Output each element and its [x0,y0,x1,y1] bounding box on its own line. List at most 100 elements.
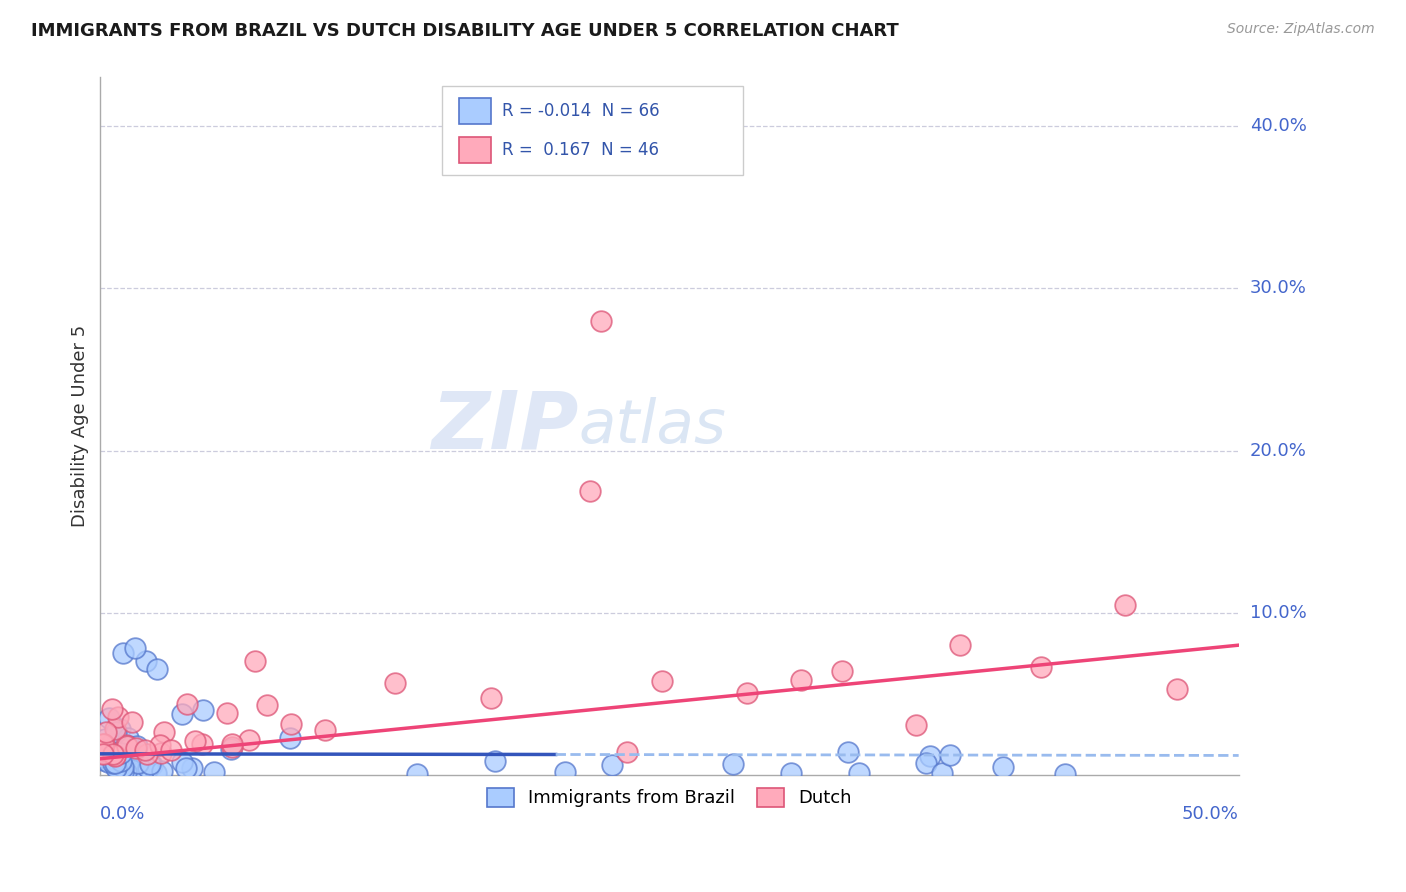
Point [104,747,127,762]
Point [184,734,207,748]
Point [104,749,127,764]
Point [479,691,502,706]
Point [779,766,801,780]
Point [245,654,267,668]
Point [174,761,197,775]
Point [616,745,638,759]
Bar [458,136,491,163]
Point [98,711,121,725]
Bar [458,97,491,124]
Point [579,484,602,499]
Text: Source: ZipAtlas.com: Source: ZipAtlas.com [1227,22,1375,37]
Point [105,744,128,758]
Point [278,731,301,745]
Point [160,743,183,757]
Point [112,646,135,660]
Text: 30.0%: 30.0% [1250,279,1306,297]
Point [991,760,1014,774]
Point [107,710,129,724]
Point [139,757,162,772]
Text: R = -0.014  N = 66: R = -0.014 N = 66 [502,102,659,120]
Point [554,764,576,779]
Point [191,703,214,717]
Point [100,754,122,768]
Point [128,766,150,780]
Point [104,722,127,736]
Point [134,743,156,757]
Point [238,732,260,747]
Point [1029,659,1052,673]
Point [108,722,131,736]
Point [905,718,928,732]
Point [105,725,128,739]
Point [101,745,124,759]
Point [180,761,202,775]
Point [94,725,117,739]
Point [93,737,115,751]
Point [115,739,138,753]
Point [90,750,112,764]
Point [104,761,127,775]
Point [918,749,941,764]
Point [91,743,114,757]
Point [837,745,859,759]
Point [125,741,148,756]
Point [125,739,148,753]
Point [115,757,138,772]
Point [172,756,194,770]
Point [190,737,212,751]
Point [1114,598,1136,612]
Point [384,675,406,690]
Point [91,737,114,751]
Point [146,663,169,677]
Point [1166,682,1188,697]
Point [105,760,128,774]
Point [111,760,134,774]
Text: R =  0.167  N = 46: R = 0.167 N = 46 [502,141,659,159]
Point [790,673,813,688]
Point [600,757,623,772]
Point [651,674,673,689]
Point [115,738,138,752]
Point [176,697,198,711]
Point [121,714,143,729]
Point [94,732,117,747]
Point [221,739,243,754]
Point [91,746,114,760]
Point [135,747,157,762]
Point [141,757,163,772]
Point [91,747,114,762]
Point [931,766,953,780]
Point [149,738,172,752]
Point [221,737,243,751]
Point [111,741,134,756]
Point [915,756,938,770]
Point [152,764,174,779]
Point [149,747,172,761]
Text: ZIP: ZIP [432,387,578,466]
Point [91,748,114,763]
Point [103,747,125,762]
Point [721,756,744,771]
Text: 20.0%: 20.0% [1250,442,1306,459]
Text: IMMIGRANTS FROM BRAZIL VS DUTCH DISABILITY AGE UNDER 5 CORRELATION CHART: IMMIGRANTS FROM BRAZIL VS DUTCH DISABILI… [31,22,898,40]
Point [101,702,124,716]
Point [110,766,132,780]
Point [591,314,613,328]
Legend: Immigrants from Brazil, Dutch: Immigrants from Brazil, Dutch [479,780,859,814]
Point [104,756,127,770]
Point [134,764,156,778]
Point [110,746,132,760]
Point [219,741,242,756]
Point [949,638,972,652]
Point [136,761,159,775]
Point [405,767,427,781]
Point [831,665,853,679]
Point [103,756,125,771]
Point [484,754,506,768]
Point [314,723,336,738]
Y-axis label: Disability Age Under 5: Disability Age Under 5 [72,325,89,527]
Point [117,731,139,746]
Point [217,706,239,721]
Point [127,756,149,770]
